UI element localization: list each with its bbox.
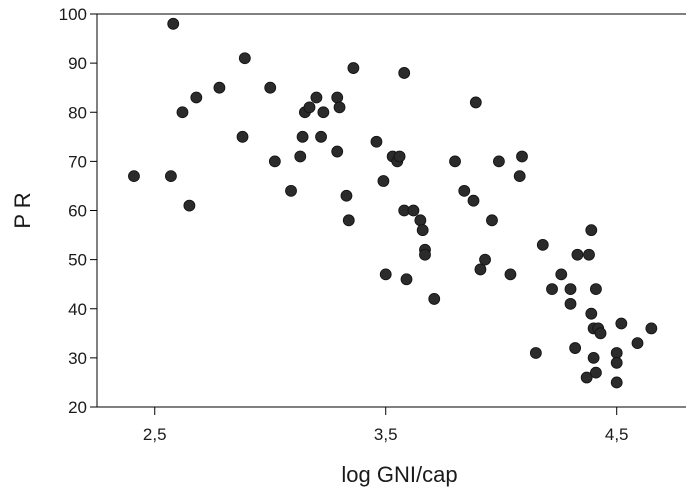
data-point [419,248,431,261]
data-point [479,253,491,266]
data-point [165,170,177,183]
data-point [610,356,623,369]
data-point [631,337,644,350]
data-point [400,273,413,286]
data-point [580,371,593,384]
y-axis-label: P R [10,192,35,228]
data-point [331,145,344,158]
data-point [458,184,471,197]
data-point [264,81,277,94]
data-point [379,268,392,281]
data-point [546,283,558,296]
y-tick-label: 30 [68,349,87,368]
x-tick-label: 3,5 [374,425,398,444]
data-point [285,184,297,197]
data-point [469,96,482,109]
data-point [569,342,582,354]
y-tick-label: 50 [68,251,87,270]
data-points [128,17,658,389]
data-point [504,268,517,281]
data-point [587,351,600,364]
data-point [167,17,180,30]
data-point [474,263,487,276]
data-point [213,81,226,94]
data-point [516,150,528,163]
data-point [564,283,577,296]
data-point [583,248,595,261]
data-point [493,155,505,168]
data-point [529,347,542,359]
data-point [393,150,406,163]
x-axis-ticks: 2,5 3,5 4,5 [143,407,629,444]
data-point [310,91,323,104]
axes [96,13,686,408]
data-point [370,135,383,148]
data-point [645,322,658,335]
x-tick-label: 4,5 [605,425,629,444]
data-point [585,307,598,320]
data-point [513,170,526,183]
y-tick-label: 60 [68,202,87,221]
data-point [377,175,390,187]
y-tick-label: 90 [68,54,87,73]
data-point [190,91,203,104]
y-tick-label: 40 [68,300,87,319]
data-point [331,91,344,104]
data-point [585,224,598,237]
data-point [398,67,411,79]
data-point [449,155,461,168]
data-point [416,224,429,237]
data-point [486,214,498,227]
data-point [467,194,480,207]
data-point [128,170,140,183]
data-point [340,189,353,202]
data-point [428,293,441,305]
plot-frame [96,13,686,408]
data-point [342,214,355,227]
data-point [294,150,307,163]
data-point [268,155,281,168]
data-point [407,204,420,217]
data-point [296,130,309,143]
data-point [615,317,628,330]
y-axis-ticks: 20 30 40 50 60 70 80 90 100 [59,5,97,417]
y-tick-label: 70 [68,152,87,171]
data-point [536,238,549,251]
data-point [317,106,330,119]
data-point [183,199,196,212]
data-point [564,297,577,310]
data-point [176,106,189,119]
data-point [333,101,346,114]
data-point [236,130,249,143]
x-tick-label: 2,5 [143,425,167,444]
data-point [610,376,623,389]
y-tick-label: 80 [68,103,87,122]
y-tick-label: 100 [59,5,87,24]
data-point [347,62,360,74]
x-axis-label: log GNI/cap [341,462,457,487]
data-point [555,268,568,281]
data-point [610,347,623,359]
data-point [303,101,316,114]
y-tick-label: 20 [68,398,87,417]
data-point [571,248,584,261]
data-point [238,52,251,65]
data-point [414,214,427,227]
data-point [315,130,327,143]
data-point [594,327,607,340]
data-point [590,366,602,379]
data-point [590,283,602,296]
